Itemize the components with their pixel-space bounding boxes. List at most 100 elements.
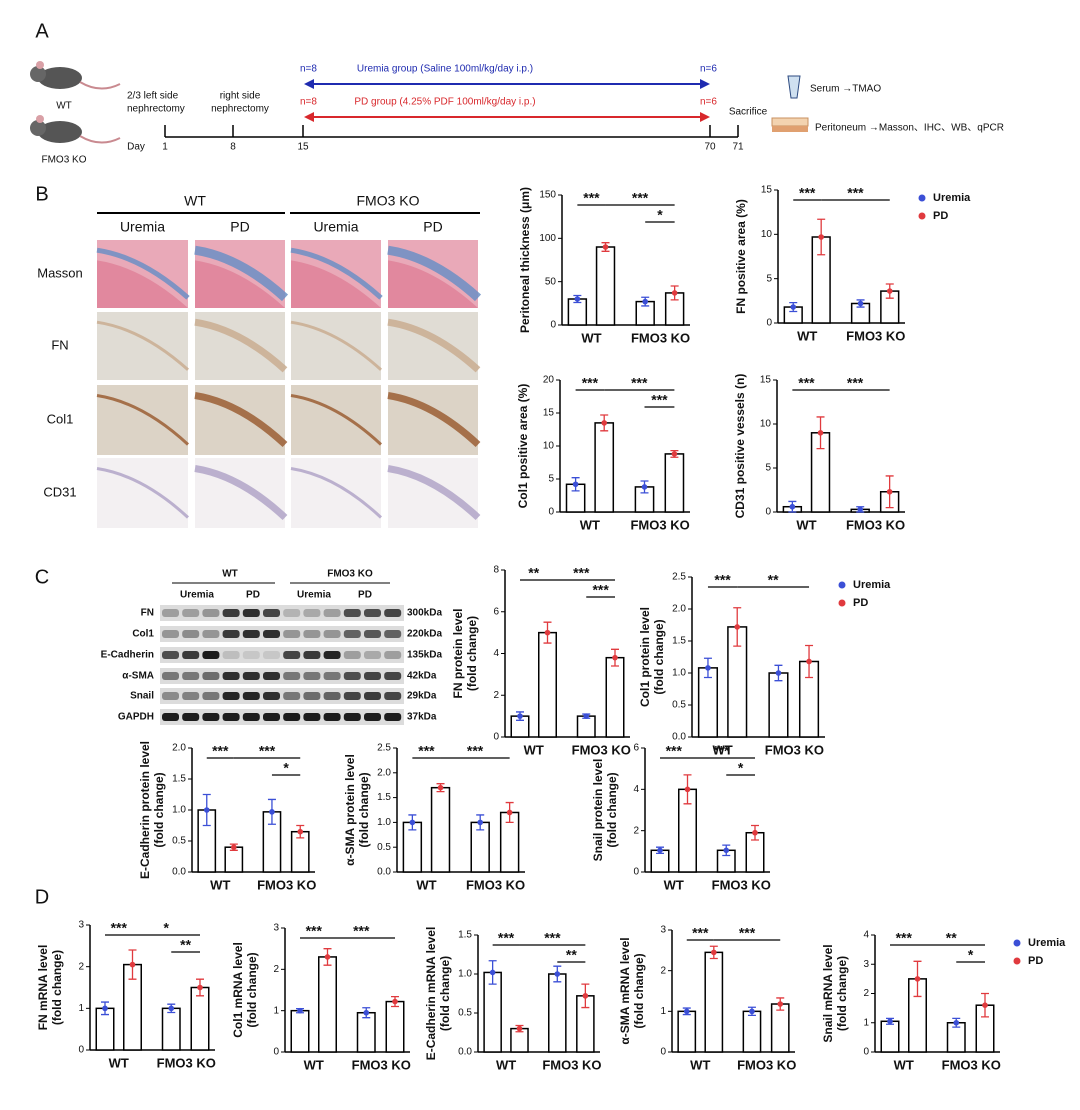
x-tick-label: FMO3 KO xyxy=(737,1057,796,1072)
y-tick-label: 0 xyxy=(633,867,639,878)
mean-dot xyxy=(324,954,331,960)
tissue-band xyxy=(387,318,481,373)
significance-label: *** xyxy=(631,375,648,391)
blot-band xyxy=(182,651,200,659)
y-tick-label: 1.0 xyxy=(172,805,186,816)
y-axis-label: (fold change) xyxy=(152,772,166,847)
blot-band xyxy=(202,672,220,680)
tissue-band xyxy=(387,465,481,521)
size-label: 135kDa xyxy=(407,650,442,661)
group-header: PD xyxy=(358,590,372,601)
tube-icon xyxy=(787,75,801,99)
x-tick-label: WT xyxy=(580,517,600,532)
x-tick-label: FMO3 KO xyxy=(257,877,316,892)
y-tick-label: 0 xyxy=(493,732,499,743)
y-tick-label: 2.0 xyxy=(672,604,686,615)
day-number: 8 xyxy=(230,142,236,153)
x-tick-label: FMO3 KO xyxy=(542,1057,601,1072)
size-label: 220kDa xyxy=(407,629,442,640)
blot-band xyxy=(242,713,260,721)
mean-dot xyxy=(886,288,893,294)
group-n: n=6 xyxy=(700,97,717,108)
significance-label: ** xyxy=(528,565,539,581)
blot-band xyxy=(202,713,220,721)
mean-dot xyxy=(886,488,893,495)
y-axis-label: CD31 positive vessels (n) xyxy=(733,374,747,519)
x-tick-label: FMO3 KO xyxy=(631,330,690,345)
mean-dot xyxy=(582,993,589,999)
mean-dot xyxy=(775,670,782,676)
blot-band xyxy=(343,692,361,700)
mean-dot xyxy=(477,819,484,826)
mean-dot xyxy=(197,984,203,991)
x-tick-label: WT xyxy=(581,330,601,345)
size-label: 37kDa xyxy=(407,712,437,723)
blot-strip xyxy=(160,605,404,621)
muscle-area xyxy=(388,260,478,308)
mean-dot xyxy=(982,1002,988,1008)
blot-band xyxy=(303,692,321,700)
blot-band xyxy=(222,609,240,617)
x-tick-label: WT xyxy=(304,1057,324,1072)
day-number: 70 xyxy=(704,142,716,153)
y-tick-label: 0 xyxy=(550,320,556,331)
blot-band xyxy=(283,651,301,659)
y-axis-label: Peritoneal thickness (μm) xyxy=(518,187,532,333)
y-tick-label: 2 xyxy=(863,988,869,999)
mean-dot xyxy=(705,665,711,671)
blot-band xyxy=(162,609,179,617)
tissue-band xyxy=(96,394,190,446)
y-tick-label: 1.5 xyxy=(672,636,686,647)
blot-band xyxy=(202,630,220,638)
y-tick-label: 1.5 xyxy=(172,774,186,785)
significance-label: *** xyxy=(714,572,731,588)
legend-marker xyxy=(1013,957,1021,965)
mean-dot xyxy=(409,819,416,826)
mean-dot xyxy=(516,1025,523,1032)
tissue-band xyxy=(96,320,190,371)
blot-band xyxy=(384,609,402,617)
y-tick-label: 3 xyxy=(78,920,84,931)
blot-band xyxy=(162,630,179,638)
significance-label: *** xyxy=(799,185,816,201)
event-label: Sacrifice xyxy=(729,107,768,118)
mean-dot xyxy=(437,784,444,791)
mean-dot xyxy=(572,481,579,488)
blot-band xyxy=(303,609,321,617)
y-axis-label: (fold change) xyxy=(835,956,849,1031)
tissue-icon xyxy=(772,126,808,132)
y-tick-label: 6 xyxy=(493,606,499,617)
significance-label: *** xyxy=(592,582,609,598)
protein-label: FN xyxy=(141,608,154,619)
y-axis-label: Col1 mRNA level xyxy=(231,942,245,1038)
blot-band xyxy=(364,651,381,659)
y-axis-label: FN mRNA level xyxy=(36,945,50,1031)
y-axis-label: Snail protein level xyxy=(591,759,605,862)
group-label: PD group (4.25% PDF 100ml/kg/day i.p.) xyxy=(354,97,535,108)
legend-marker xyxy=(1013,939,1021,947)
blot-band xyxy=(323,630,341,638)
panel-letter: D xyxy=(35,886,49,908)
protein-label: E-Cadherin xyxy=(101,650,154,661)
blot-band xyxy=(343,609,361,617)
y-axis-label: (fold change) xyxy=(438,956,452,1031)
blot-band xyxy=(303,630,321,638)
blot-strip xyxy=(160,668,404,684)
mean-dot xyxy=(887,1018,893,1025)
mean-dot xyxy=(806,658,812,665)
x-tick-label: WT xyxy=(210,877,230,892)
x-tick-label: WT xyxy=(664,877,684,892)
bar xyxy=(576,715,596,738)
mean-dot xyxy=(657,847,663,854)
y-axis-label: (fold change) xyxy=(357,772,371,847)
blot-band xyxy=(323,692,341,700)
mean-dot xyxy=(711,949,717,956)
y-tick-label: 5 xyxy=(548,474,554,485)
bar xyxy=(538,631,557,738)
mean-dot xyxy=(684,786,691,793)
mean-dot xyxy=(752,829,758,836)
y-tick-label: 0 xyxy=(273,1047,279,1058)
blot-band xyxy=(343,713,361,721)
blot-band xyxy=(263,609,280,617)
y-tick-label: 0.0 xyxy=(458,1047,472,1058)
